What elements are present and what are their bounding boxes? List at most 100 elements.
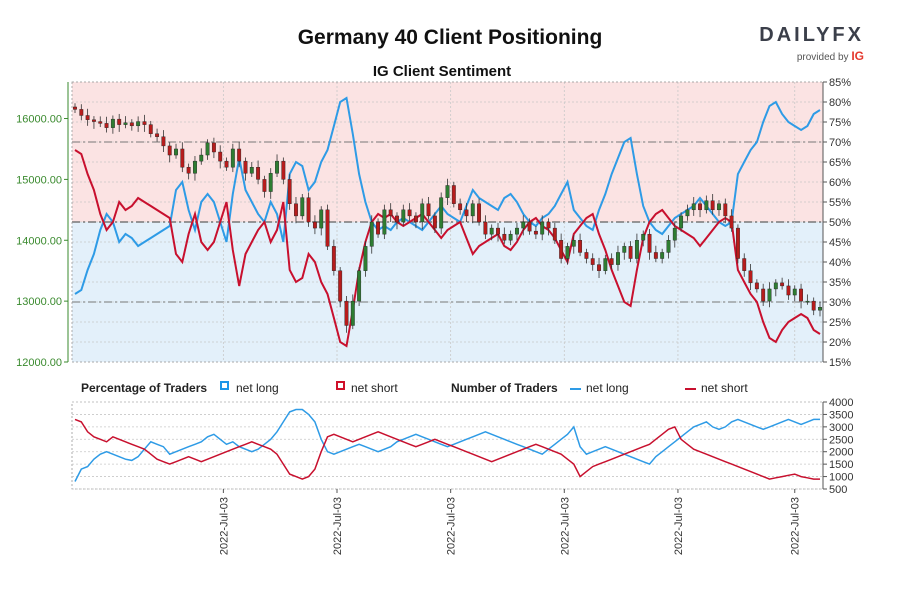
candle-body	[117, 118, 122, 125]
candle-body	[256, 167, 261, 180]
price-tick-label: 12000.00	[16, 357, 62, 369]
candle-body	[262, 179, 267, 192]
candle-body	[136, 121, 141, 127]
traders-tick-label: 500	[829, 484, 847, 496]
pct-tick-label: 70%	[829, 137, 851, 149]
date-tick-label: 2022-Jul-03	[790, 497, 802, 555]
candle-body	[685, 209, 690, 217]
candle-body	[243, 160, 248, 174]
candle-body	[496, 227, 500, 235]
candle-body	[464, 209, 469, 217]
candle-body	[628, 246, 633, 259]
candle-body	[710, 200, 715, 211]
candle-body	[483, 221, 488, 235]
candle-body	[155, 133, 160, 137]
candle-body	[193, 160, 197, 174]
traders-tick-label: 4000	[829, 397, 853, 409]
candle-body	[622, 246, 627, 253]
candle-body	[230, 148, 235, 168]
legend-number-title: Number of Traders	[451, 381, 558, 395]
candle-body	[224, 160, 229, 168]
candle-body	[312, 221, 317, 229]
candle-body	[73, 106, 77, 110]
legend-net-short-box-swatch	[336, 381, 345, 390]
candle-body	[616, 252, 620, 265]
traders-tick-label: 1500	[829, 459, 853, 471]
ig-logo: IG	[851, 49, 864, 63]
pct-tick-label: 45%	[829, 237, 851, 249]
pct-tick-label: 35%	[829, 277, 851, 289]
pct-net-long-line	[74, 96, 821, 295]
candle-body	[729, 215, 734, 229]
traders-tick-label: 3500	[829, 409, 853, 421]
candle-body	[218, 151, 223, 162]
candle-body	[521, 221, 526, 229]
candle-body	[565, 246, 570, 259]
candle-body	[578, 240, 583, 253]
candle-body	[470, 203, 475, 217]
candle-body	[79, 109, 84, 116]
candle-body	[698, 203, 702, 211]
candle-body	[300, 197, 305, 217]
traders-tick-label: 1000	[829, 472, 853, 484]
candle-body	[142, 121, 147, 125]
date-tick-label: 2022-Jul-03	[332, 497, 344, 555]
candle-body	[338, 270, 343, 302]
candle-body	[786, 285, 791, 296]
candle-body	[540, 221, 545, 235]
candle-body	[186, 167, 191, 174]
net-long-zone	[72, 222, 823, 362]
legend-net-long-line-swatch	[570, 388, 581, 390]
candle-body	[199, 154, 204, 162]
candle-body	[275, 160, 279, 174]
legend-num-net-short: net short	[701, 381, 748, 395]
candle-body	[401, 209, 406, 223]
candle-body	[717, 203, 721, 211]
candle-body	[603, 258, 608, 271]
candle-body	[306, 197, 311, 223]
candle-body	[445, 185, 450, 198]
candle-body	[672, 227, 677, 241]
chart-subtitle: IG Client Sentiment	[372, 63, 512, 80]
candle-body	[458, 203, 463, 211]
candle-body	[123, 122, 128, 125]
candle-body	[754, 282, 759, 290]
candle-body	[723, 203, 728, 217]
dailyfx-logo: DAILYFX provided by IG	[759, 24, 864, 63]
candle-body	[660, 252, 665, 259]
candle-body	[818, 307, 822, 311]
traders-tick-label: 2500	[829, 434, 853, 446]
candle-body	[92, 119, 96, 122]
price-tick-label: 13000.00	[16, 296, 62, 308]
candle-body	[653, 252, 658, 259]
pct-tick-label: 40%	[829, 257, 851, 269]
candle-body	[489, 227, 494, 235]
pct-tick-label: 85%	[829, 77, 851, 89]
pct-tick-label: 25%	[829, 317, 851, 329]
candle-body	[666, 240, 671, 253]
candle-body	[679, 215, 684, 229]
candle-body	[350, 300, 355, 326]
candle-body	[432, 215, 437, 229]
price-tick-label: 14000.00	[16, 235, 62, 247]
candle-body	[129, 122, 134, 127]
candle-body	[792, 288, 797, 296]
candle-body	[319, 209, 324, 229]
candle-body	[502, 233, 507, 241]
candle-body	[799, 288, 803, 302]
candle-body	[104, 123, 109, 128]
price-tick-label: 16000.00	[16, 114, 62, 126]
pct-tick-label: 20%	[829, 337, 851, 349]
candle-body	[805, 300, 810, 303]
candle-body	[533, 230, 538, 235]
candle-body	[451, 185, 456, 204]
candle-body	[294, 203, 298, 217]
candle-body	[641, 233, 646, 241]
candle-body	[691, 203, 696, 211]
date-tick-label: 2022-Jul-03	[218, 497, 230, 555]
pct-tick-label: 55%	[829, 197, 851, 209]
candle-body	[634, 240, 639, 259]
candle-body	[110, 118, 115, 128]
candle-body	[413, 215, 418, 223]
date-tick-label: 2022-Jul-03	[446, 497, 458, 555]
